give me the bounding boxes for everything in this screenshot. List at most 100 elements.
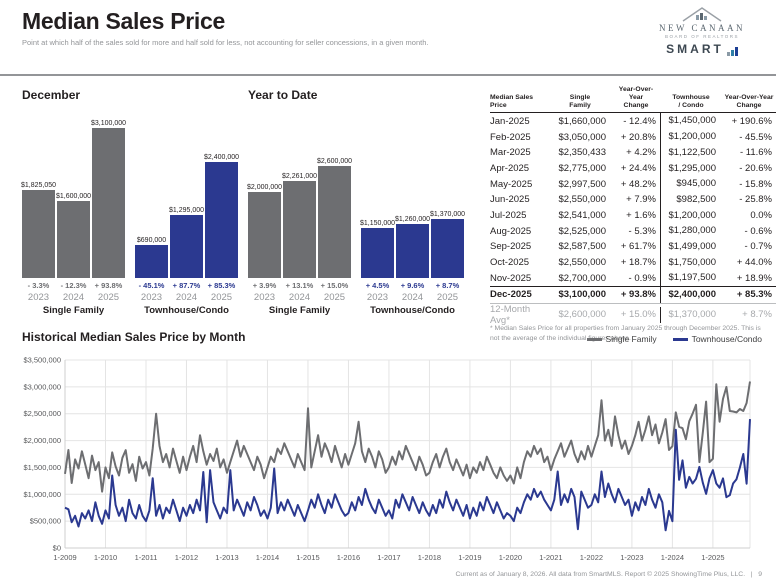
x-axis-label: 1-2019 xyxy=(458,553,481,562)
table-cell: Mar-2025 xyxy=(490,147,531,159)
table-cell: Aug-2025 xyxy=(490,225,532,237)
table-summary-cell: $2,600,000 xyxy=(558,309,606,321)
single-family-line xyxy=(64,381,751,493)
monthly-median-table: Median Sales Price Single Family Year-Over… xyxy=(490,86,776,343)
table-row-Sep-2025: Sep-2025 $2,587,500 + 61.7% $1,499,000 - 0.7… xyxy=(490,238,776,255)
bar-group-label: Townhouse/Condo xyxy=(370,305,455,316)
table-row-Nov-2025: Nov-2025 $2,700,000 - 0.9% $1,197,500 + 18.9… xyxy=(490,270,776,287)
y-axis-label: $2,000,000 xyxy=(23,436,61,445)
table-cell: - 11.6% xyxy=(739,147,772,159)
x-axis-label: 1-2020 xyxy=(499,553,522,562)
table-header-cell: Year-Over-Year Change xyxy=(724,94,774,110)
table-cell: $2,350,433 xyxy=(558,147,606,159)
x-axis-label: 1-2016 xyxy=(337,553,360,562)
table-header-row: Median Sales Price Single Family Year-Over… xyxy=(490,86,776,114)
page-subtitle: Point at which half of the sales sold fo… xyxy=(22,38,429,47)
bar-value-label: $2,400,000 xyxy=(203,154,240,161)
townhouse-condo-line xyxy=(64,419,751,532)
x-axis-label: 1-2010 xyxy=(94,553,117,562)
bar-value-label: $2,000,000 xyxy=(246,184,283,191)
x-axis-label: 1-2022 xyxy=(580,553,603,562)
table-cell: Dec-2025 xyxy=(490,289,532,301)
table-cell: Nov-2025 xyxy=(490,272,532,284)
table-header-cell: Townhouse / Condo xyxy=(672,94,710,110)
footer-spacer xyxy=(753,571,757,578)
x-axis-label: 1-2014 xyxy=(256,553,279,562)
group-bars: $1,825,050 - 3.3% 2023 $1,600,000 - 12.3% 202… xyxy=(21,106,126,304)
page-title: Median Sales Price xyxy=(22,8,225,34)
bar-col-townhouse-condo-2024: $1,295,000 + 87.7% 2024 xyxy=(169,106,204,304)
table-summary-cell: 12-Month Avg* xyxy=(490,303,531,326)
bar-group-label: Single Family xyxy=(268,305,331,316)
bar-col-townhouse-condo-2025: $2,400,000 + 85.3% 2025 xyxy=(203,106,240,304)
bar-year-label: 2024 xyxy=(288,292,311,303)
table-cell: May-2025 xyxy=(490,178,533,190)
bar-change-label: + 13.1% xyxy=(285,281,314,290)
table-cell: - 25.8% xyxy=(739,194,772,206)
table-header-cell: Year-Over-Year Change xyxy=(618,86,654,110)
bar-year-label: 2025 xyxy=(97,292,120,303)
legend-label-single-family: Single Family xyxy=(605,334,657,344)
bar-change-label: + 8.7% xyxy=(435,281,460,290)
bar-group-single-family: $2,000,000 + 3.9% 2023 $2,261,000 + 13.1% 202… xyxy=(246,106,352,316)
table-cell: - 15.8% xyxy=(739,178,772,190)
bar-change-label: - 45.1% xyxy=(138,281,165,290)
table-cell: $945,000 xyxy=(660,176,722,192)
x-axis-label: 1-2018 xyxy=(418,553,441,562)
bar-value-label: $1,370,000 xyxy=(429,211,466,218)
table-cell: - 5.3% xyxy=(628,225,656,237)
table-cell: - 45.5% xyxy=(739,131,772,143)
table-cell: $2,700,000 xyxy=(558,272,606,284)
table-cell: $2,550,000 xyxy=(558,257,606,268)
bar-change-label: + 3.9% xyxy=(252,281,277,290)
x-axis-label: 1-2011 xyxy=(135,553,158,562)
page-footer: Current as of January 8, 2026. All data … xyxy=(455,571,763,578)
table-cell: $1,280,000 xyxy=(660,223,722,239)
bar xyxy=(361,228,394,278)
x-axis-label: 1-2023 xyxy=(620,553,643,562)
bar xyxy=(248,192,281,278)
december-bars-area: $1,825,050 - 3.3% 2023 $1,600,000 - 12.3% 202… xyxy=(21,106,240,316)
group-bars: $2,000,000 + 3.9% 2023 $2,261,000 + 13.1% 202… xyxy=(246,106,352,304)
table-cell: + 93.8% xyxy=(620,289,656,301)
table-cell: + 18.9% xyxy=(736,272,772,284)
table-summary-cell: + 8.7% xyxy=(742,309,772,321)
footer-text: Current as of January 8, 2026. All data … xyxy=(455,571,746,578)
x-axis-label: 1-2013 xyxy=(215,553,238,562)
table-cell: Oct-2025 xyxy=(490,257,530,268)
bar-change-label: + 93.8% xyxy=(94,281,123,290)
table-cell: Jun-2025 xyxy=(490,194,530,206)
x-axis-label: 1-2012 xyxy=(175,553,198,562)
table-row-Jan-2025: Jan-2025 $1,660,000 - 12.4% $1,450,000 + 190… xyxy=(490,113,776,130)
bar-year-label: 2024 xyxy=(401,292,424,303)
bar-year-label: 2023 xyxy=(140,292,163,303)
x-axis-label: 1-2021 xyxy=(539,553,562,562)
bar-group-label: Single Family xyxy=(42,305,105,316)
bar xyxy=(170,215,203,278)
table-cell: Feb-2025 xyxy=(490,131,531,143)
table-cell: - 20.6% xyxy=(739,162,772,174)
table-row-May-2025: May-2025 $2,997,500 + 48.2% $945,000 - 15.8% xyxy=(490,176,776,192)
bar xyxy=(318,166,351,278)
table-summary-row: 12-Month Avg* $2,600,000 + 15.0% $1,370,000… xyxy=(490,302,776,326)
table-cell: $1,750,000 xyxy=(660,254,722,271)
table-cell: + 1.6% xyxy=(626,209,656,221)
table-cell: Apr-2025 xyxy=(490,162,530,174)
table-cell: + 20.8% xyxy=(620,131,656,143)
table-row-Apr-2025: Apr-2025 $2,775,000 + 24.4% $1,295,000 - 20.… xyxy=(490,160,776,177)
bar-col-single-family-2023: $2,000,000 + 3.9% 2023 xyxy=(246,106,283,304)
table-cell: $3,050,000 xyxy=(558,131,606,143)
table-cell: + 24.4% xyxy=(620,162,656,174)
year-to-date-bar-chart: Year to Date $2,000,000 + 3.9% 2023 $2,261,… xyxy=(246,88,466,316)
bar-year-label: 2025 xyxy=(210,292,233,303)
table-cell: $1,450,000 xyxy=(660,113,722,130)
table-cell: + 85.3% xyxy=(736,289,772,301)
group-bars: $1,150,000 + 4.5% 2023 $1,260,000 + 9.6% 2024… xyxy=(360,106,466,304)
bar-col-single-family-2024: $1,600,000 - 12.3% 2024 xyxy=(56,106,91,304)
table-cell: Jan-2025 xyxy=(490,115,530,127)
table-row-Oct-2025: Oct-2025 $2,550,000 + 18.7% $1,750,000 + 44.… xyxy=(490,254,776,271)
historical-chart-legend: Single Family Townhouse/Condo xyxy=(586,334,762,344)
org-subtitle: BOARD OF REALTORS xyxy=(664,34,740,39)
bar-change-label: + 4.5% xyxy=(365,281,390,290)
table-row-Dec-2025: Dec-2025 $3,100,000 + 93.8% $2,400,000 + 85.… xyxy=(490,286,776,303)
